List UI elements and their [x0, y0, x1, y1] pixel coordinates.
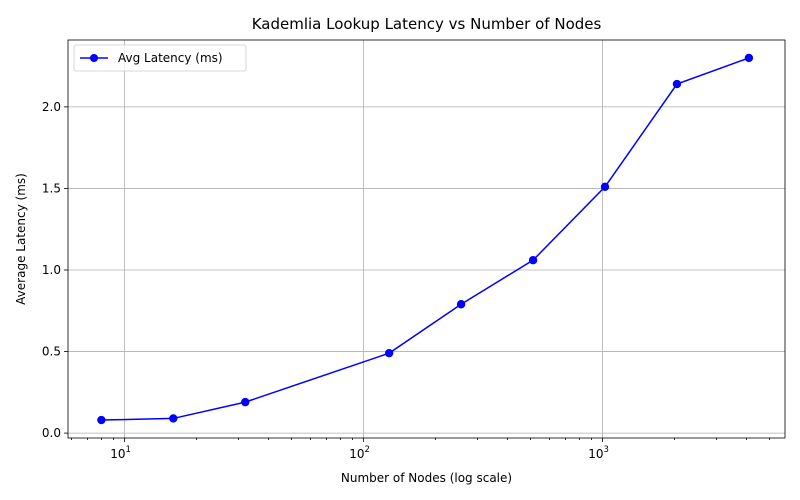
grid-lines	[68, 40, 785, 438]
y-tick-label: 1.5	[42, 181, 61, 195]
y-tick-label: 1.0	[42, 263, 61, 277]
data-point	[672, 79, 682, 89]
x-tick-label: 103	[588, 445, 609, 461]
x-tick-label: 102	[349, 445, 370, 461]
y-axis-label: Average Latency (ms)	[14, 173, 28, 305]
x-axis-label: Number of Nodes (log scale)	[341, 471, 512, 485]
data-point	[169, 414, 178, 423]
y-tick-labels: 0.0 0.5 1.0 1.5 2.0	[42, 100, 61, 440]
y-tick-label: 2.0	[42, 100, 61, 114]
series-line	[101, 57, 750, 421]
y-tick-label: 0.5	[42, 345, 61, 359]
chart-title: Kademlia Lookup Latency vs Number of Nod…	[252, 15, 602, 33]
series-markers	[97, 53, 754, 425]
legend-marker-swatch	[90, 54, 98, 62]
legend-box	[73, 44, 247, 72]
x-tick-labels: 101 102 103	[110, 445, 609, 461]
data-point	[456, 300, 466, 309]
data-point	[97, 415, 106, 425]
data-point	[744, 53, 754, 63]
data-point	[600, 182, 610, 192]
data-point	[528, 256, 538, 265]
plot-frame	[67, 39, 786, 439]
data-point	[384, 348, 394, 358]
legend: Avg Latency (ms)	[73, 44, 247, 72]
legend-entry-label: Avg Latency (ms)	[118, 51, 223, 65]
x-tick-label: 101	[110, 445, 131, 461]
axis-ticks	[64, 106, 770, 442]
data-point	[241, 397, 250, 407]
y-tick-label: 0.0	[42, 426, 61, 440]
series-lines	[101, 57, 750, 421]
